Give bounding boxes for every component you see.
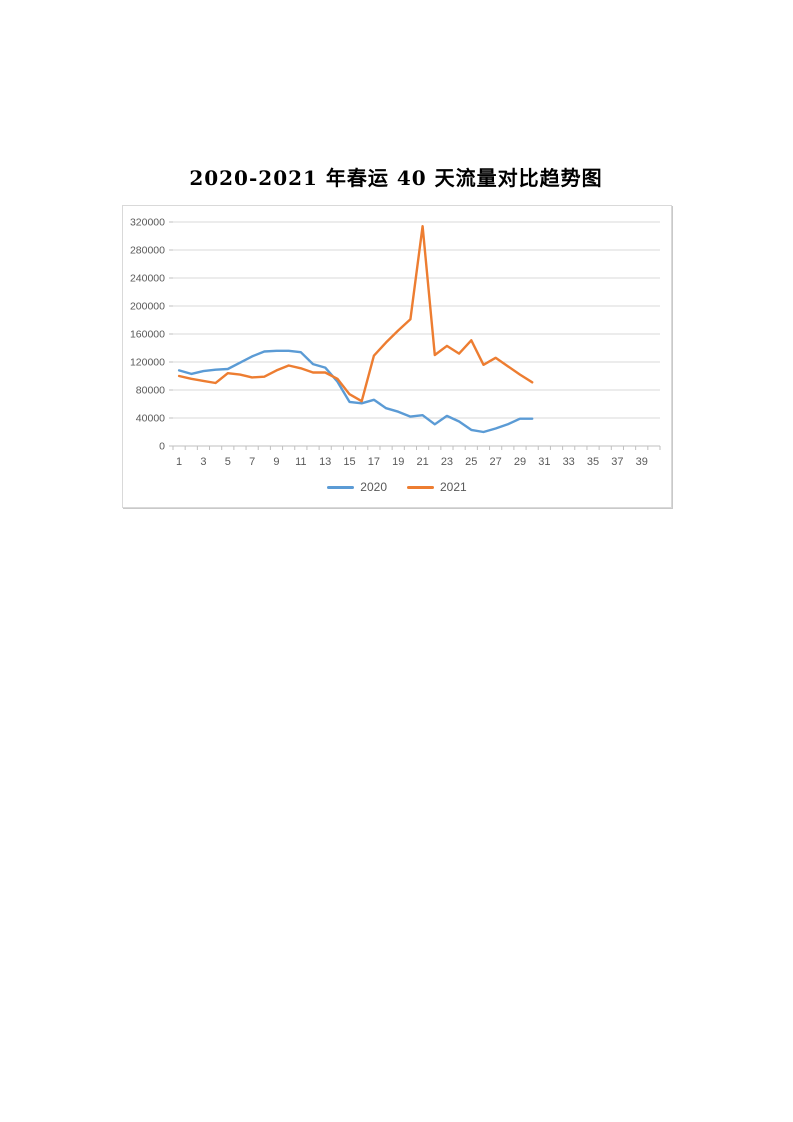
legend-swatch-2020 [327,485,355,489]
svg-text:31: 31 [538,456,550,468]
x-axis [172,445,661,450]
svg-text:33: 33 [563,456,575,468]
svg-text:13: 13 [319,456,331,468]
svg-text:240000: 240000 [130,273,165,285]
legend-label-2021: 2021 [440,480,467,494]
svg-text:19: 19 [392,456,404,468]
svg-text:80000: 80000 [136,385,165,397]
legend-label-2020: 2020 [360,480,387,494]
y-axis-tick-labels: 0 40000 80000 120000 160000 200000 240000 28000… [130,217,165,453]
svg-text:120000: 120000 [130,357,165,369]
svg-text:23: 23 [441,456,453,468]
svg-text:11: 11 [295,456,306,468]
svg-text:15: 15 [343,456,355,468]
svg-text:3: 3 [200,456,206,468]
chart-svg: 0 40000 80000 120000 160000 200000 240000 28000… [130,217,661,468]
svg-text:21: 21 [416,456,428,468]
svg-text:29: 29 [514,456,526,468]
svg-text:37: 37 [611,456,623,468]
svg-text:9: 9 [273,456,279,468]
svg-text:7: 7 [249,456,255,468]
series-line-2020 [177,349,534,434]
svg-text:5: 5 [225,456,231,468]
svg-text:160000: 160000 [130,329,165,341]
svg-text:40000: 40000 [136,413,165,425]
series-line-2021 [177,225,534,403]
svg-text:39: 39 [636,456,648,468]
x-axis-tick-labels: 1 3 5 7 9 11 13 15 17 19 21 23 25 27 29 31 33 35 37 39 [176,456,648,468]
svg-text:200000: 200000 [130,301,165,313]
chart-legend: 2020 2021 [123,479,671,495]
svg-text:35: 35 [587,456,599,468]
legend-swatch-2021 [407,485,434,489]
svg-text:27: 27 [490,456,502,468]
svg-text:1: 1 [176,456,182,468]
svg-text:17: 17 [368,456,380,468]
svg-text:320000: 320000 [130,217,165,229]
chart-title: 2020-2021 年春运 40 天流量对比趋势图 [189,166,603,190]
svg-text:0: 0 [159,441,165,453]
svg-text:280000: 280000 [130,245,165,257]
gridlines [169,221,660,447]
svg-text:25: 25 [465,456,477,468]
chart-frame: 0 40000 80000 120000 160000 200000 240000 28000… [122,205,672,508]
